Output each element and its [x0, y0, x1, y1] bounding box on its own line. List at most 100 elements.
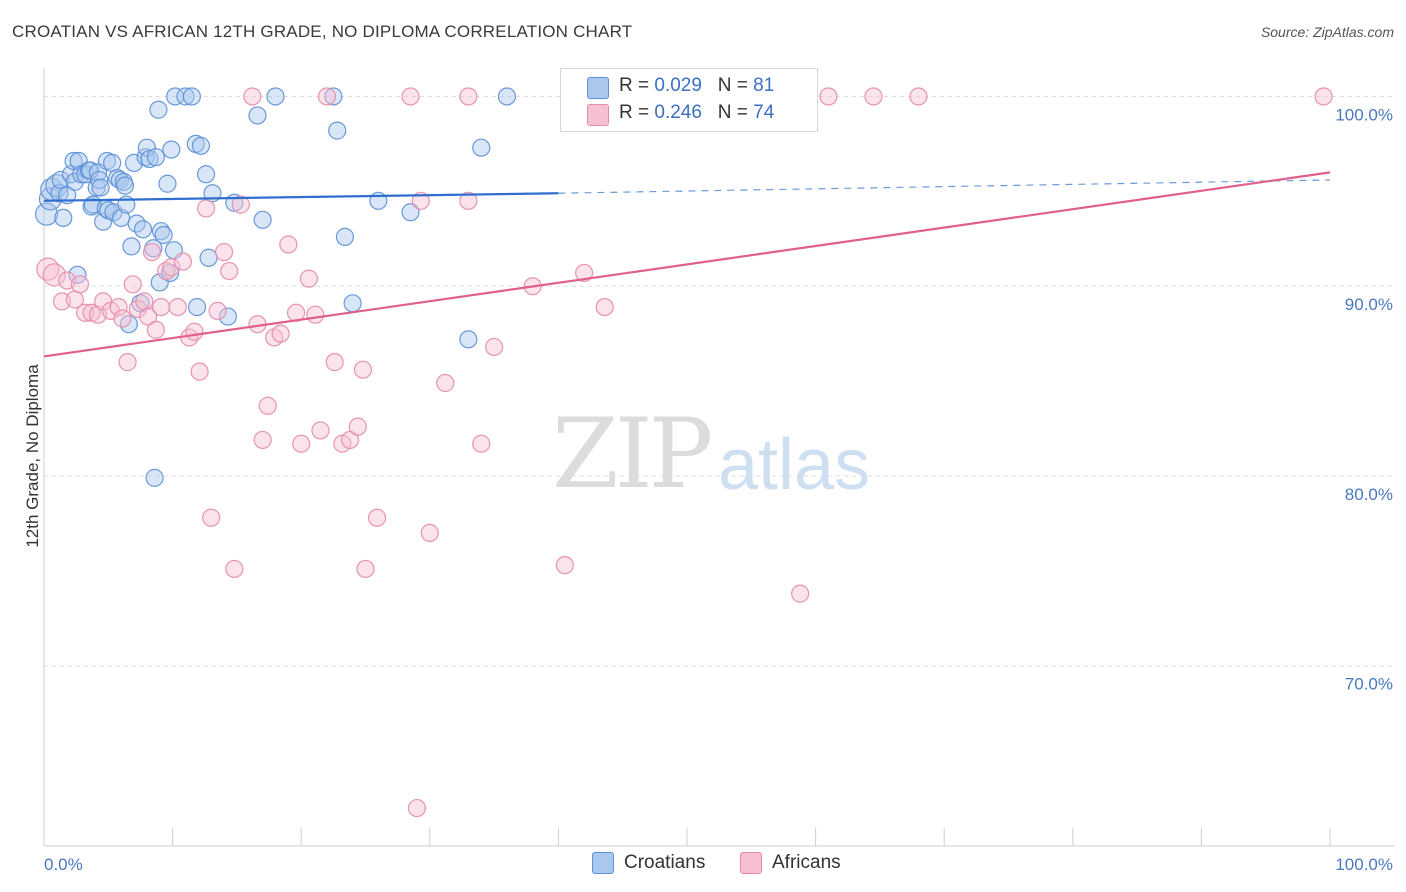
grid-lines — [44, 95, 1394, 667]
trend-lines — [43, 171, 1331, 358]
croatians-point — [324, 87, 343, 106]
croatians-point — [497, 87, 517, 106]
africans-points — [36, 87, 1333, 818]
croatians-point — [54, 208, 73, 228]
croatians-point — [90, 170, 109, 190]
africans-point — [459, 191, 478, 210]
africans-point — [82, 303, 101, 322]
africans-point — [70, 275, 90, 294]
africans-point — [162, 258, 181, 277]
y-axis-label: 12th Grade, No Diploma — [23, 364, 42, 548]
croatians-point — [154, 225, 173, 245]
africans-point — [225, 559, 244, 579]
legend-n-value: 81 — [753, 75, 775, 96]
y-tick-label: 100.0% — [1335, 105, 1393, 124]
legend-r-value: 0.029 — [654, 75, 702, 96]
africans-point — [353, 360, 373, 379]
croatians-point — [472, 138, 491, 157]
croatians-point — [196, 165, 216, 184]
legend-croatians-label: Croatians — [624, 852, 706, 873]
croatians-point — [122, 237, 141, 256]
chart-title: CROATIAN VS AFRICAN 12TH GRADE, NO DIPLO… — [12, 22, 633, 41]
africans-point — [864, 87, 883, 106]
croatians-point — [401, 203, 420, 222]
africans-point — [202, 508, 221, 527]
croatians-point — [162, 140, 181, 159]
y-tick-label: 90.0% — [1345, 295, 1393, 314]
tick-labels: 100.0% 90.0% 80.0% 70.0% 0.0% 100.0% 12th Grad… — [23, 105, 1393, 874]
croatians-trend-extension — [558, 179, 1331, 194]
africans-point — [258, 396, 277, 415]
croatians-point — [182, 87, 201, 106]
y-tick-label: 70.0% — [1345, 675, 1393, 694]
croatians-points — [34, 87, 517, 487]
croatians-point — [145, 468, 164, 487]
croatians-point — [115, 176, 135, 195]
croatians-point — [253, 210, 272, 229]
africans-point — [271, 324, 290, 343]
croatians-point — [248, 106, 267, 125]
africans-point — [819, 87, 838, 106]
croatians-point — [51, 170, 70, 190]
croatians-trend-line — [43, 192, 559, 202]
africans-point — [185, 322, 204, 341]
africans-point — [356, 559, 375, 579]
africans-point — [411, 191, 430, 210]
croatians-point — [65, 172, 84, 191]
africans-point — [401, 87, 420, 106]
croatians-point — [335, 227, 355, 246]
africans-point — [231, 195, 250, 214]
x-tick-label: 100.0% — [1335, 855, 1393, 874]
croatians-point — [158, 174, 177, 193]
africans-point — [220, 261, 239, 281]
africans-trend-line — [43, 171, 1331, 358]
africans-point — [555, 556, 574, 575]
legend-r-label: R = — [619, 75, 655, 96]
axes — [43, 68, 1394, 847]
croatians-point — [146, 148, 165, 167]
africans-point — [325, 353, 344, 372]
africans-point — [196, 199, 216, 218]
africans-swatch — [740, 852, 762, 874]
africans-point — [109, 297, 128, 317]
africans-point — [208, 301, 227, 320]
stats-legend: R = 0.029 N = 81 R = 0.246 N = 74 — [560, 68, 818, 132]
croatians-point — [328, 121, 347, 140]
africans-point — [485, 337, 504, 357]
croatians-point — [140, 149, 159, 169]
africans-point — [311, 421, 330, 440]
croatians-point — [103, 153, 122, 172]
africans-point — [190, 362, 209, 381]
source-label: Source: ZipAtlas.com — [1260, 24, 1394, 40]
africans-point — [168, 297, 187, 317]
croatians-point — [149, 100, 168, 119]
watermark-atlas: atlas — [718, 425, 871, 505]
africans-point — [253, 430, 272, 450]
africans-point — [146, 320, 165, 339]
croatians-point — [38, 187, 63, 211]
africans-point — [595, 297, 614, 317]
africans-point — [909, 87, 928, 106]
croatians-point — [459, 330, 478, 349]
africans-point — [472, 434, 491, 453]
africans-point — [1314, 87, 1333, 106]
croatians-point — [91, 178, 110, 197]
africans-point — [420, 523, 439, 543]
africans-point — [407, 798, 427, 818]
africans-point — [791, 584, 810, 603]
africans-point — [367, 508, 387, 527]
legend-n-label: N = — [717, 75, 754, 96]
croatians-point — [34, 202, 59, 226]
africans-point — [142, 242, 162, 262]
africans-swatch — [587, 104, 609, 126]
legend-africans-label: Africans — [772, 852, 841, 873]
croatians-swatch — [587, 77, 609, 99]
croatians-point — [343, 294, 362, 313]
africans-point — [279, 235, 298, 254]
africans-point — [128, 299, 147, 319]
africans-point — [243, 87, 262, 106]
croatians-swatch — [592, 852, 614, 874]
africans-point — [173, 252, 192, 271]
croatians-point — [187, 297, 207, 317]
